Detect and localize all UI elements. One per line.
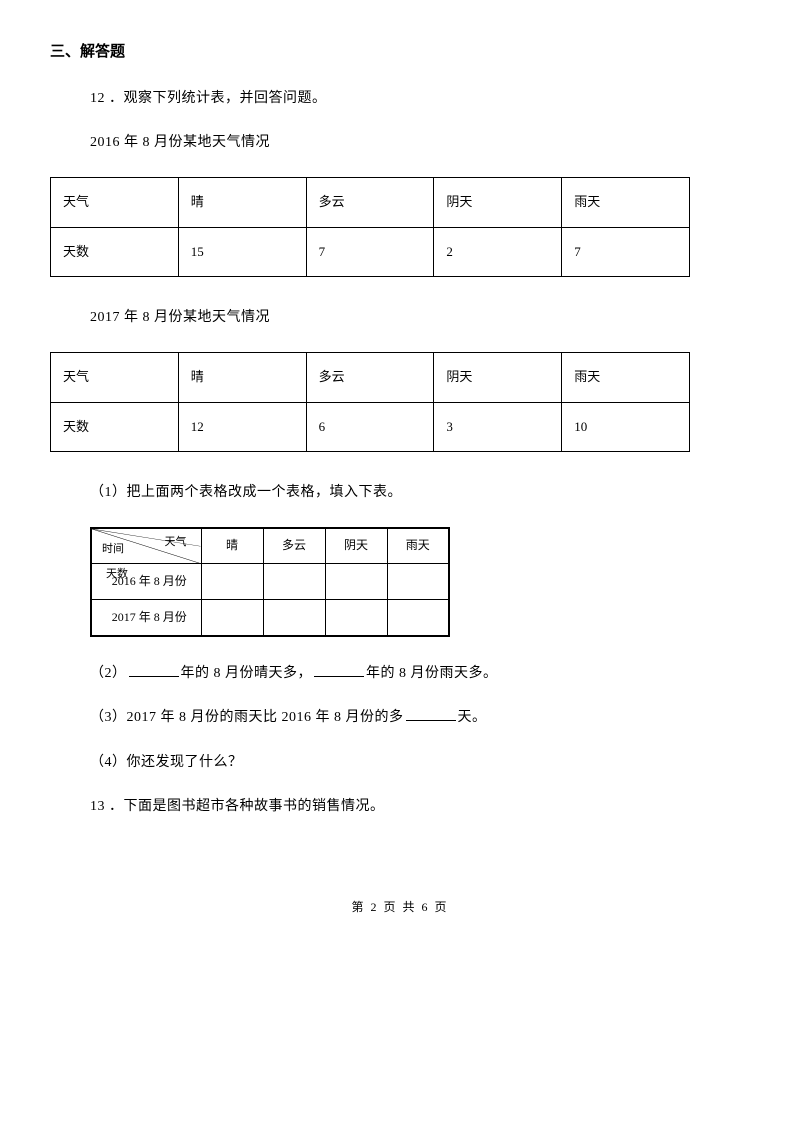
combined-table: 天气 天数 时间 晴 多云 阴天 雨天 2016 年 8 月份 2017 年 8… (90, 527, 450, 637)
table-cell: 天数 (51, 227, 179, 277)
blank-cell[interactable] (387, 564, 449, 600)
table-cell: 晴 (178, 177, 306, 227)
table-cell: 7 (306, 227, 434, 277)
table-cell: 7 (562, 227, 690, 277)
table-cell: 天气 (51, 352, 179, 402)
table-cell: 15 (178, 227, 306, 277)
diag-label-bottom: 时间 (102, 544, 124, 555)
table-cell: 阴天 (434, 177, 562, 227)
sub2-mid1: 年的 8 月份晴天多， (181, 666, 313, 681)
table-row: 2017 年 8 月份 (91, 600, 449, 636)
table-cell: 多云 (306, 352, 434, 402)
table-cell: 晴 (178, 352, 306, 402)
q12-table1-title: 2016 年 8 月份某地天气情况 (90, 132, 740, 154)
q12-sub1: （1）把上面两个表格改成一个表格，填入下表。 (90, 482, 740, 504)
table-cell: 天数 (51, 402, 179, 452)
sub3-suffix: 天。 (458, 710, 487, 725)
table-cell: 天气 (51, 177, 179, 227)
table-cell: 10 (562, 402, 690, 452)
blank-cell[interactable] (387, 600, 449, 636)
blank-cell[interactable] (325, 600, 387, 636)
table-cell: 多云 (263, 528, 325, 564)
q12-prompt: 12 ．观察下列统计表，并回答问题。 (90, 88, 740, 110)
q13-prompt: 13 ．下面是图书超市各种故事书的销售情况。 (90, 796, 740, 818)
table-cell: 雨天 (562, 177, 690, 227)
blank-cell[interactable] (201, 600, 263, 636)
table-cell: 12 (178, 402, 306, 452)
table-cell: 多云 (306, 177, 434, 227)
table-cell: 6 (306, 402, 434, 452)
diag-label-top: 天气 (165, 537, 187, 548)
table-cell: 3 (434, 402, 562, 452)
sub3-prefix: （3）2017 年 8 月份的雨天比 2016 年 8 月份的多 (90, 710, 404, 725)
page-footer: 第 2 页 共 6 页 (60, 898, 740, 917)
table-cell: 2 (434, 227, 562, 277)
table-row: 天数 15 7 2 7 (51, 227, 690, 277)
table-cell: 晴 (201, 528, 263, 564)
table-cell: 雨天 (387, 528, 449, 564)
table-row: 天气 晴 多云 阴天 雨天 (51, 177, 690, 227)
diagonal-header-cell: 天气 天数 时间 (91, 528, 201, 564)
table-cell: 雨天 (562, 352, 690, 402)
table-row: 天数 12 6 3 10 (51, 402, 690, 452)
table-row: 2016 年 8 月份 (91, 564, 449, 600)
q12-table1: 天气 晴 多云 阴天 雨天 天数 15 7 2 7 (50, 177, 690, 278)
q12-table2-title: 2017 年 8 月份某地天气情况 (90, 307, 740, 329)
sub2-mid2: 年的 8 月份雨天多。 (366, 666, 498, 681)
blank-cell[interactable] (263, 564, 325, 600)
blank-cell[interactable] (263, 600, 325, 636)
q12-sub2: （2） 年的 8 月份晴天多， 年的 8 月份雨天多。 (90, 663, 740, 685)
sub2-prefix: （2） (90, 666, 127, 681)
q12-table2: 天气 晴 多云 阴天 雨天 天数 12 6 3 10 (50, 352, 690, 453)
diag-label-mid: 天数 (106, 569, 128, 580)
blank-cell[interactable] (325, 564, 387, 600)
section-title: 三、解答题 (50, 40, 740, 64)
q12-sub3: （3）2017 年 8 月份的雨天比 2016 年 8 月份的多 天。 (90, 707, 740, 729)
table-row: 天气 晴 多云 阴天 雨天 (51, 352, 690, 402)
table-row: 天气 天数 时间 晴 多云 阴天 雨天 (91, 528, 449, 564)
fill-blank[interactable] (406, 707, 456, 721)
combined-table-wrapper: 天气 天数 时间 晴 多云 阴天 雨天 2016 年 8 月份 2017 年 8… (90, 527, 740, 637)
combined-row2-label: 2017 年 8 月份 (91, 600, 201, 636)
q12-sub4: （4）你还发现了什么？ (90, 752, 740, 774)
table-cell: 阴天 (325, 528, 387, 564)
fill-blank[interactable] (314, 663, 364, 677)
table-cell: 阴天 (434, 352, 562, 402)
blank-cell[interactable] (201, 564, 263, 600)
fill-blank[interactable] (129, 663, 179, 677)
